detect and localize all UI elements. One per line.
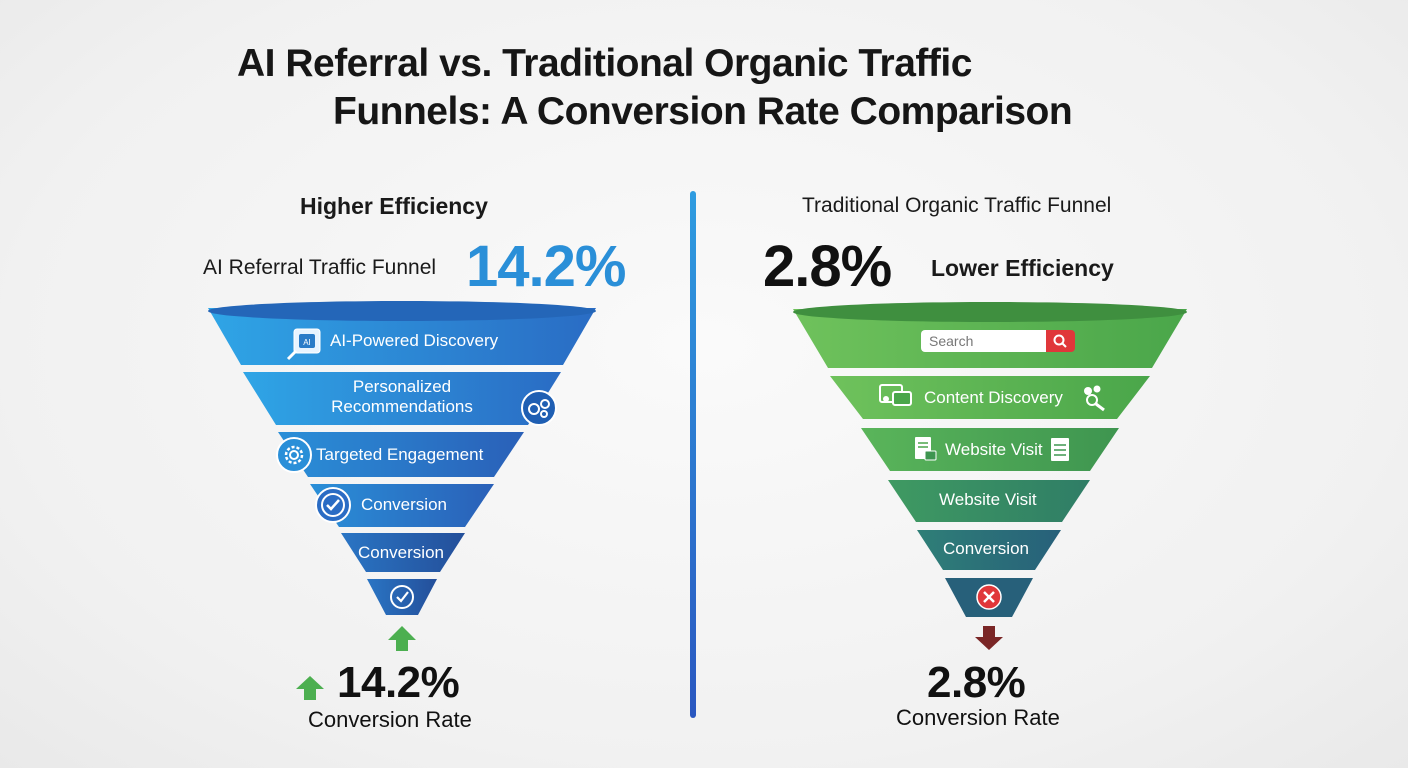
gear-icon (276, 437, 312, 473)
left-tagline: Higher Efficiency (300, 193, 488, 219)
right-tagline: Lower Efficiency (931, 255, 1114, 281)
search-button-icon (1053, 334, 1067, 348)
right-stage-2 (830, 376, 1150, 419)
gears-icon (521, 390, 557, 426)
document-lock-icon (915, 437, 937, 461)
left-stage-4-label: Conversion (361, 495, 447, 514)
right-result-rate: 2.8% (927, 658, 1026, 707)
x-circle-icon (976, 584, 1002, 610)
left-stage-1-label: AI-Powered Discovery (330, 331, 499, 350)
title-line-2: Funnels: A Conversion Rate Comparison (333, 90, 1073, 133)
left-stage-6 (367, 579, 437, 615)
people-search-icon (1084, 385, 1105, 412)
left-result-caption: Conversion Rate (308, 707, 472, 732)
search-button[interactable] (1046, 330, 1075, 352)
checkmark-circle-icon (315, 487, 351, 523)
right-stage-5 (917, 530, 1061, 570)
left-stage-3 (278, 432, 524, 477)
right-headline-rate: 2.8% (763, 234, 892, 299)
left-stage-5 (341, 533, 465, 572)
checkmark-circle-icon-bottom (390, 585, 414, 609)
document-icon (1051, 438, 1069, 461)
left-stage-4 (310, 484, 494, 527)
browser-windows-icon (879, 384, 912, 406)
up-arrow-small-icon (296, 676, 324, 700)
left-stage-2 (243, 372, 561, 425)
left-funnel-label: AI Referral Traffic Funnel (203, 256, 437, 279)
left-stage-2-label-line1: Personalized (352, 377, 452, 396)
left-funnel-rim (208, 301, 596, 321)
right-stage-2-label: Content Discovery (924, 388, 1063, 407)
left-stage-2-label: Personalized Recommendations (302, 377, 502, 417)
right-stage-4-label: Website Visit (939, 490, 1037, 509)
svg-text:AI: AI (303, 338, 311, 347)
center-divider (690, 191, 696, 718)
right-stage-3-label: Website Visit (945, 440, 1043, 459)
search-input[interactable]: Search (921, 330, 1046, 352)
right-stage-5-label: Conversion (943, 539, 1029, 558)
left-stage-2-label-line2: Recommendations (331, 397, 473, 416)
down-arrow-icon (975, 626, 1003, 650)
title-line-1: AI Referral vs. Traditional Organic Traf… (237, 42, 972, 85)
right-funnel-rim (793, 302, 1187, 322)
left-stage-5-label: Conversion (358, 543, 444, 562)
right-funnel-label: Traditional Organic Traffic Funnel (802, 194, 1112, 217)
right-stage-4 (888, 480, 1090, 522)
ai-chip-search-icon: AI (286, 328, 321, 361)
up-arrow-icon (388, 626, 416, 651)
right-result-caption: Conversion Rate (896, 705, 1060, 730)
left-result-rate: 14.2% (337, 658, 460, 707)
left-headline-rate: 14.2% (466, 234, 626, 299)
left-stage-3-label: Targeted Engagement (316, 445, 484, 464)
